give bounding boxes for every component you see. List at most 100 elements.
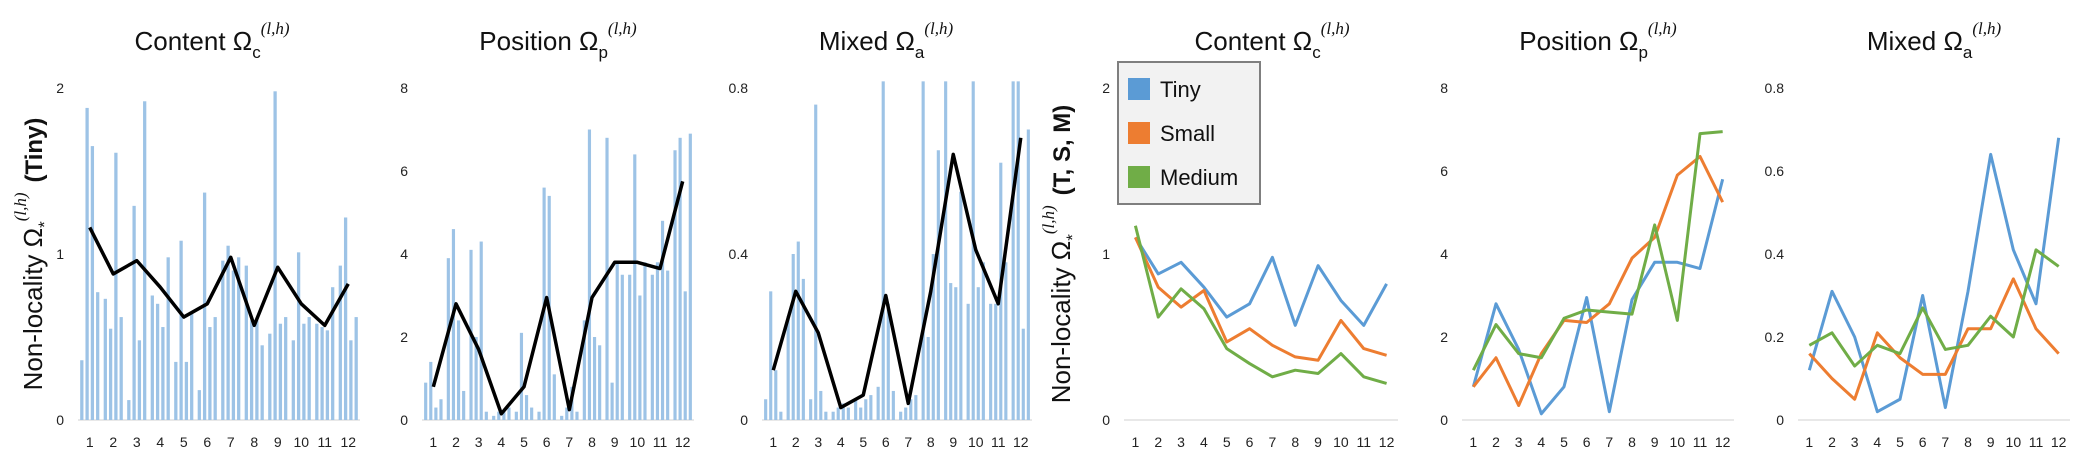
x-tick-label: 7	[1269, 434, 1277, 450]
x-tick-label: 8	[1291, 434, 1299, 450]
y-axis-label-text: Non-locality Ω* (l,h) (T, S, M)	[1039, 105, 1082, 404]
panel-title-text: Position Ωp(l,h)	[1519, 19, 1677, 62]
bar	[338, 265, 342, 420]
mean-line	[431, 180, 685, 416]
x-tick-label: 10	[1333, 434, 1349, 450]
x-tick-label: 1	[769, 434, 777, 450]
bar	[854, 399, 858, 420]
x-tick-label: 5	[1896, 434, 1904, 450]
series-line-medium	[1808, 248, 2060, 368]
bar	[273, 91, 277, 420]
x-tick-label: 1	[1469, 434, 1477, 450]
bar	[255, 320, 259, 420]
x-tick-label: 3	[814, 434, 822, 450]
bar	[836, 407, 840, 420]
bar	[132, 205, 136, 420]
legend-label-medium: Medium	[1160, 165, 1238, 190]
x-tick-label: 2	[1828, 434, 1836, 450]
x-tick-label: 7	[227, 434, 235, 450]
x-tick-label: 3	[1515, 434, 1523, 450]
bar	[909, 399, 913, 420]
bar	[565, 407, 569, 420]
series-line-small	[1808, 277, 2060, 401]
y-tick-label: 6	[1440, 163, 1448, 179]
bar	[354, 317, 358, 420]
series-line-small	[1134, 236, 1388, 362]
title-superscript: (l,h)	[1648, 19, 1677, 38]
title-superscript: (l,h)	[1321, 19, 1350, 38]
x-tick-label: 2	[109, 434, 117, 450]
bar	[502, 411, 506, 420]
legend-label-tiny: Tiny	[1160, 77, 1201, 102]
bar	[796, 241, 800, 420]
x-tick-label: 1	[1132, 434, 1140, 450]
title-main: Mixed Ω	[1867, 26, 1963, 56]
bar	[103, 298, 107, 420]
y-tick-label: 1	[1102, 246, 1110, 262]
bar	[881, 81, 885, 421]
x-tick-label: 11	[317, 434, 332, 450]
bar	[582, 320, 586, 420]
bar	[221, 260, 225, 420]
bar	[801, 278, 805, 420]
bar	[1004, 262, 1008, 420]
bar	[904, 407, 908, 420]
bar	[846, 407, 850, 420]
bar	[643, 262, 647, 420]
bar	[673, 150, 677, 420]
bar	[90, 146, 95, 420]
bar	[325, 330, 330, 420]
x-tick-label: 12	[675, 434, 691, 450]
bar	[439, 399, 443, 420]
x-tick-label: 12	[1013, 434, 1029, 450]
ylabel-superscript: (l,h)	[1039, 205, 1058, 234]
x-tick-label: 8	[1628, 434, 1636, 450]
bar	[291, 340, 295, 420]
x-tick-label: 12	[1379, 434, 1395, 450]
title-main: Content Ω	[1194, 26, 1312, 56]
title-subscript: a	[915, 43, 925, 62]
ylabel-main: Non-locality Ω	[18, 228, 48, 391]
bar	[615, 262, 619, 420]
x-tick-label: 8	[588, 434, 596, 450]
panel-title-text: Content Ωc(l,h)	[134, 19, 289, 62]
panel-6: 00.20.40.60.81 2 3 4 5 6 7 8 9 10 11 12	[1765, 80, 2070, 450]
bar	[155, 303, 160, 420]
bar	[1011, 81, 1015, 421]
bar	[484, 411, 488, 420]
bar	[981, 262, 985, 420]
bar	[492, 415, 496, 420]
bar	[786, 316, 790, 420]
bar	[307, 317, 311, 420]
bar	[587, 129, 592, 420]
bar	[966, 303, 970, 420]
ylabel-tag: (Tiny)	[21, 118, 48, 183]
bar	[315, 323, 319, 420]
y-axis-label-text: Non-locality Ω* (l,h) (Tiny)	[11, 118, 54, 391]
title-subscript: p	[598, 43, 607, 62]
x-tick-label: 10	[293, 434, 309, 450]
title-subscript: p	[1638, 43, 1647, 62]
y-axis-label-2: Non-locality Ω* (l,h) (T, S, M)	[1039, 105, 1082, 404]
bar	[226, 245, 230, 420]
panel-title-3: Mixed Ωa (l,h)	[819, 19, 954, 62]
bar	[166, 257, 170, 420]
x-tick-label: 3	[1851, 434, 1859, 450]
x-tick-label: 10	[630, 434, 646, 450]
bar	[429, 361, 433, 420]
panel-title-text: Position Ωp(l,h)	[479, 19, 637, 62]
bar	[814, 104, 818, 420]
bar	[507, 407, 511, 420]
y-tick-label: 2	[1102, 80, 1110, 96]
bar	[237, 257, 241, 420]
x-tick-label: 6	[1919, 434, 1927, 450]
bar	[530, 407, 534, 420]
title-main: Position Ω	[1519, 26, 1638, 56]
bar	[161, 327, 165, 420]
bar	[127, 400, 131, 420]
x-tick-label: 12	[340, 434, 356, 450]
bar	[620, 274, 624, 420]
y-tick-label: 2	[400, 329, 408, 345]
